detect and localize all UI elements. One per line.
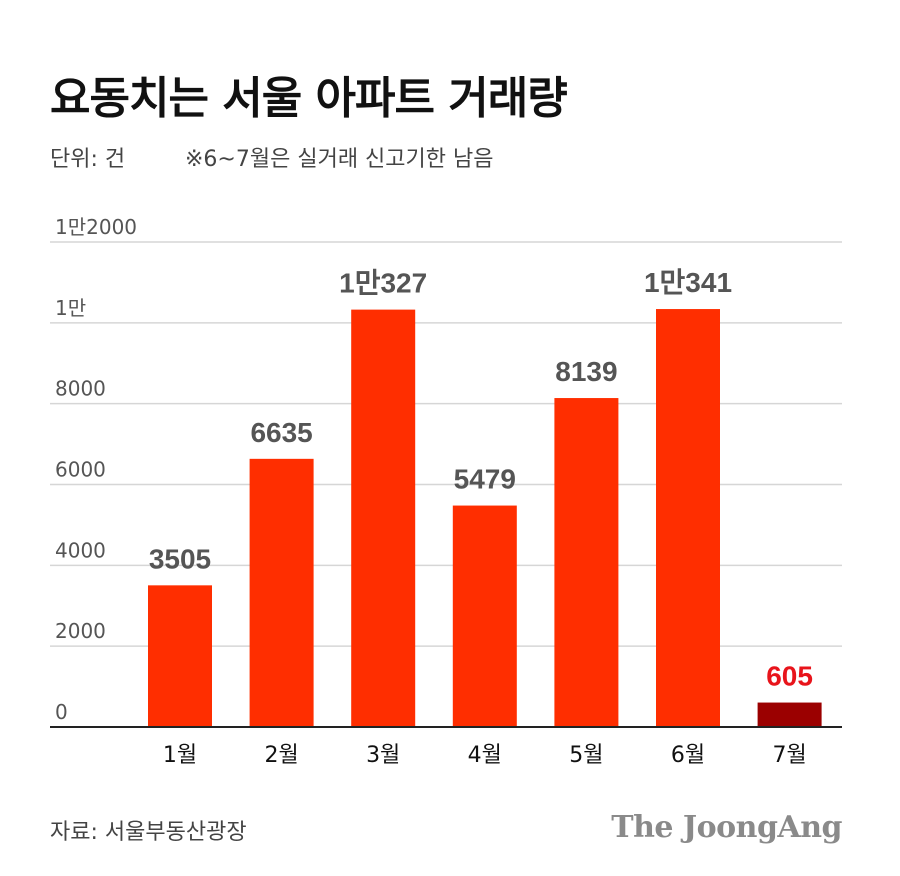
bar <box>554 398 619 727</box>
data-label: 6635 <box>250 417 312 448</box>
x-tick-label: 3월 <box>366 743 400 768</box>
x-tick-label: 7월 <box>772 743 806 768</box>
x-tick-label: 5월 <box>569 743 603 768</box>
x-tick-label: 4월 <box>468 743 502 768</box>
data-label: 1만327 <box>339 268 427 299</box>
y-tick-label: 4000 <box>55 538 106 562</box>
y-tick-label: 1만 <box>55 296 86 320</box>
unit-label: 단위: 건 <box>50 147 126 172</box>
y-tick-label: 2000 <box>55 619 106 643</box>
bar <box>249 458 314 727</box>
bar <box>351 309 416 727</box>
y-tick-label: 0 <box>55 700 68 724</box>
source-label: 자료: 서울부동산광장 <box>50 820 247 845</box>
bar-chart: 0 2000 4000 6000 8000 1만 1만2000 3505 1월 6635 2월 1만3… <box>50 215 842 768</box>
data-label: 8139 <box>555 356 617 387</box>
chart-title: 요동치는 서울 아파트 거래량 <box>50 73 568 124</box>
data-label: 1만341 <box>644 267 732 298</box>
data-label: 605 <box>766 661 813 692</box>
y-tick-label: 8000 <box>55 377 106 401</box>
data-label: 5479 <box>454 464 516 495</box>
bar <box>148 585 212 727</box>
bar <box>452 505 517 727</box>
x-tick-label: 2월 <box>264 743 298 768</box>
y-tick-label: 1만2000 <box>55 215 137 239</box>
y-tick-label: 6000 <box>55 458 106 482</box>
brand-logo: The JoongAng <box>611 810 842 845</box>
note-label: ※6~7월은 실거래 신고기한 남음 <box>185 147 494 172</box>
x-tick-label: 1월 <box>163 743 197 768</box>
bar <box>757 702 822 727</box>
x-tick-label: 6월 <box>671 743 705 768</box>
bar <box>656 309 720 727</box>
data-label: 3505 <box>149 543 211 574</box>
